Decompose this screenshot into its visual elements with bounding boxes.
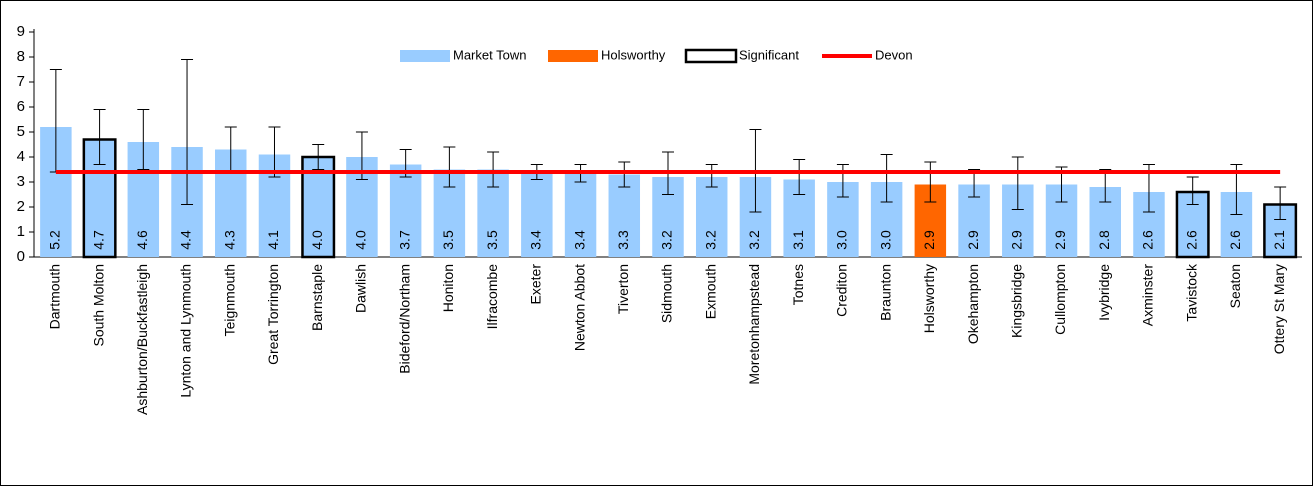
data-label: 2.9 xyxy=(965,230,981,250)
data-label: 3.4 xyxy=(528,230,544,250)
data-label: 2.8 xyxy=(1096,230,1112,250)
data-label: 3.5 xyxy=(484,230,500,250)
x-tick-label: Ivybridge xyxy=(1096,264,1112,321)
x-tick-label: Exeter xyxy=(528,264,544,305)
x-tick-label: Dawlish xyxy=(353,264,369,313)
legend-label: Holsworthy xyxy=(601,47,666,62)
x-tick-label: Barnstaple xyxy=(309,264,325,331)
x-tick-label: Bideford/Northam xyxy=(396,264,412,374)
data-label: 4.0 xyxy=(353,230,369,250)
x-tick-label: South Molton xyxy=(90,264,106,347)
x-tick-label: Seaton xyxy=(1227,264,1243,308)
data-label: 3.4 xyxy=(571,230,587,250)
y-tick-label: 9 xyxy=(17,23,25,40)
x-tick-label: Crediton xyxy=(834,264,850,317)
x-tick-label: Totnes xyxy=(790,264,806,305)
x-tick-label: Ashburton/Buckfastleigh xyxy=(134,264,150,415)
y-tick-label: 8 xyxy=(17,48,25,65)
x-tick-label: Lynton and Lynmouth xyxy=(178,264,194,398)
data-label: 3.7 xyxy=(396,230,412,250)
data-label: 4.3 xyxy=(221,230,237,250)
data-label: 3.0 xyxy=(834,230,850,250)
x-tick-label: Teignmouth xyxy=(221,264,237,336)
data-label: 2.6 xyxy=(1227,230,1243,250)
bar xyxy=(389,164,422,257)
y-tick-label: 0 xyxy=(17,248,25,265)
x-tick-label: Tiverton xyxy=(615,264,631,314)
data-label: 4.0 xyxy=(309,230,325,250)
y-tick-label: 5 xyxy=(17,123,25,140)
x-tick-label: Ilfracombe xyxy=(484,264,500,330)
data-label: 2.9 xyxy=(1052,230,1068,250)
x-tick-label: Tavistock xyxy=(1183,263,1199,322)
x-tick-label: Holsworthy xyxy=(921,264,937,333)
bar xyxy=(564,172,597,257)
y-tick-label: 6 xyxy=(17,98,25,115)
bar xyxy=(695,177,728,257)
data-label: 2.1 xyxy=(1271,230,1287,250)
data-label: 2.6 xyxy=(1183,230,1199,250)
data-label: 4.6 xyxy=(134,230,150,250)
y-tick-label: 2 xyxy=(17,198,25,215)
bar xyxy=(521,172,553,257)
x-tick-label: Moretonhampstead xyxy=(746,264,762,385)
x-tick-label: Ottery St Mary xyxy=(1271,264,1287,354)
data-label: 3.2 xyxy=(702,230,718,250)
data-label: 3.1 xyxy=(790,230,806,250)
x-tick-label: Newton Abbot xyxy=(571,264,587,351)
x-tick-label: Dartmouth xyxy=(47,264,63,329)
x-tick-label: Exmouth xyxy=(702,264,718,319)
legend-label: Market Town xyxy=(453,47,526,62)
data-label: 5.2 xyxy=(47,230,63,250)
data-label: 2.9 xyxy=(1008,230,1024,250)
y-tick-label: 4 xyxy=(17,148,25,165)
y-tick-label: 1 xyxy=(17,223,25,240)
data-label: 2.9 xyxy=(921,230,937,250)
x-tick-label: Axminster xyxy=(1140,264,1156,327)
legend-swatch xyxy=(684,48,738,64)
data-label: 3.3 xyxy=(615,230,631,250)
x-tick-label: Honiton xyxy=(440,264,456,312)
legend-label: Significant xyxy=(739,47,799,62)
data-label: 4.4 xyxy=(178,230,194,250)
x-tick-label: Braunton xyxy=(877,264,893,321)
y-tick-label: 3 xyxy=(17,173,25,190)
x-tick-label: Sidmouth xyxy=(659,264,675,323)
data-label: 4.7 xyxy=(90,230,106,250)
data-label: 3.2 xyxy=(746,230,762,250)
legend-swatch xyxy=(400,50,450,62)
x-tick-label: Cullompton xyxy=(1052,264,1068,335)
legend-swatch xyxy=(548,50,598,62)
y-tick-label: 7 xyxy=(17,73,25,90)
bar xyxy=(608,174,641,257)
x-tick-label: Kingsbridge xyxy=(1008,264,1024,338)
data-label: 2.6 xyxy=(1140,230,1156,250)
data-label: 4.1 xyxy=(265,230,281,250)
x-tick-label: Great Torrington xyxy=(265,264,281,365)
data-label: 3.5 xyxy=(440,230,456,250)
x-tick-label: Okehampton xyxy=(965,264,981,344)
data-label: 3.0 xyxy=(877,230,893,250)
legend-label: Devon xyxy=(875,47,913,62)
data-label: 3.2 xyxy=(659,230,675,250)
